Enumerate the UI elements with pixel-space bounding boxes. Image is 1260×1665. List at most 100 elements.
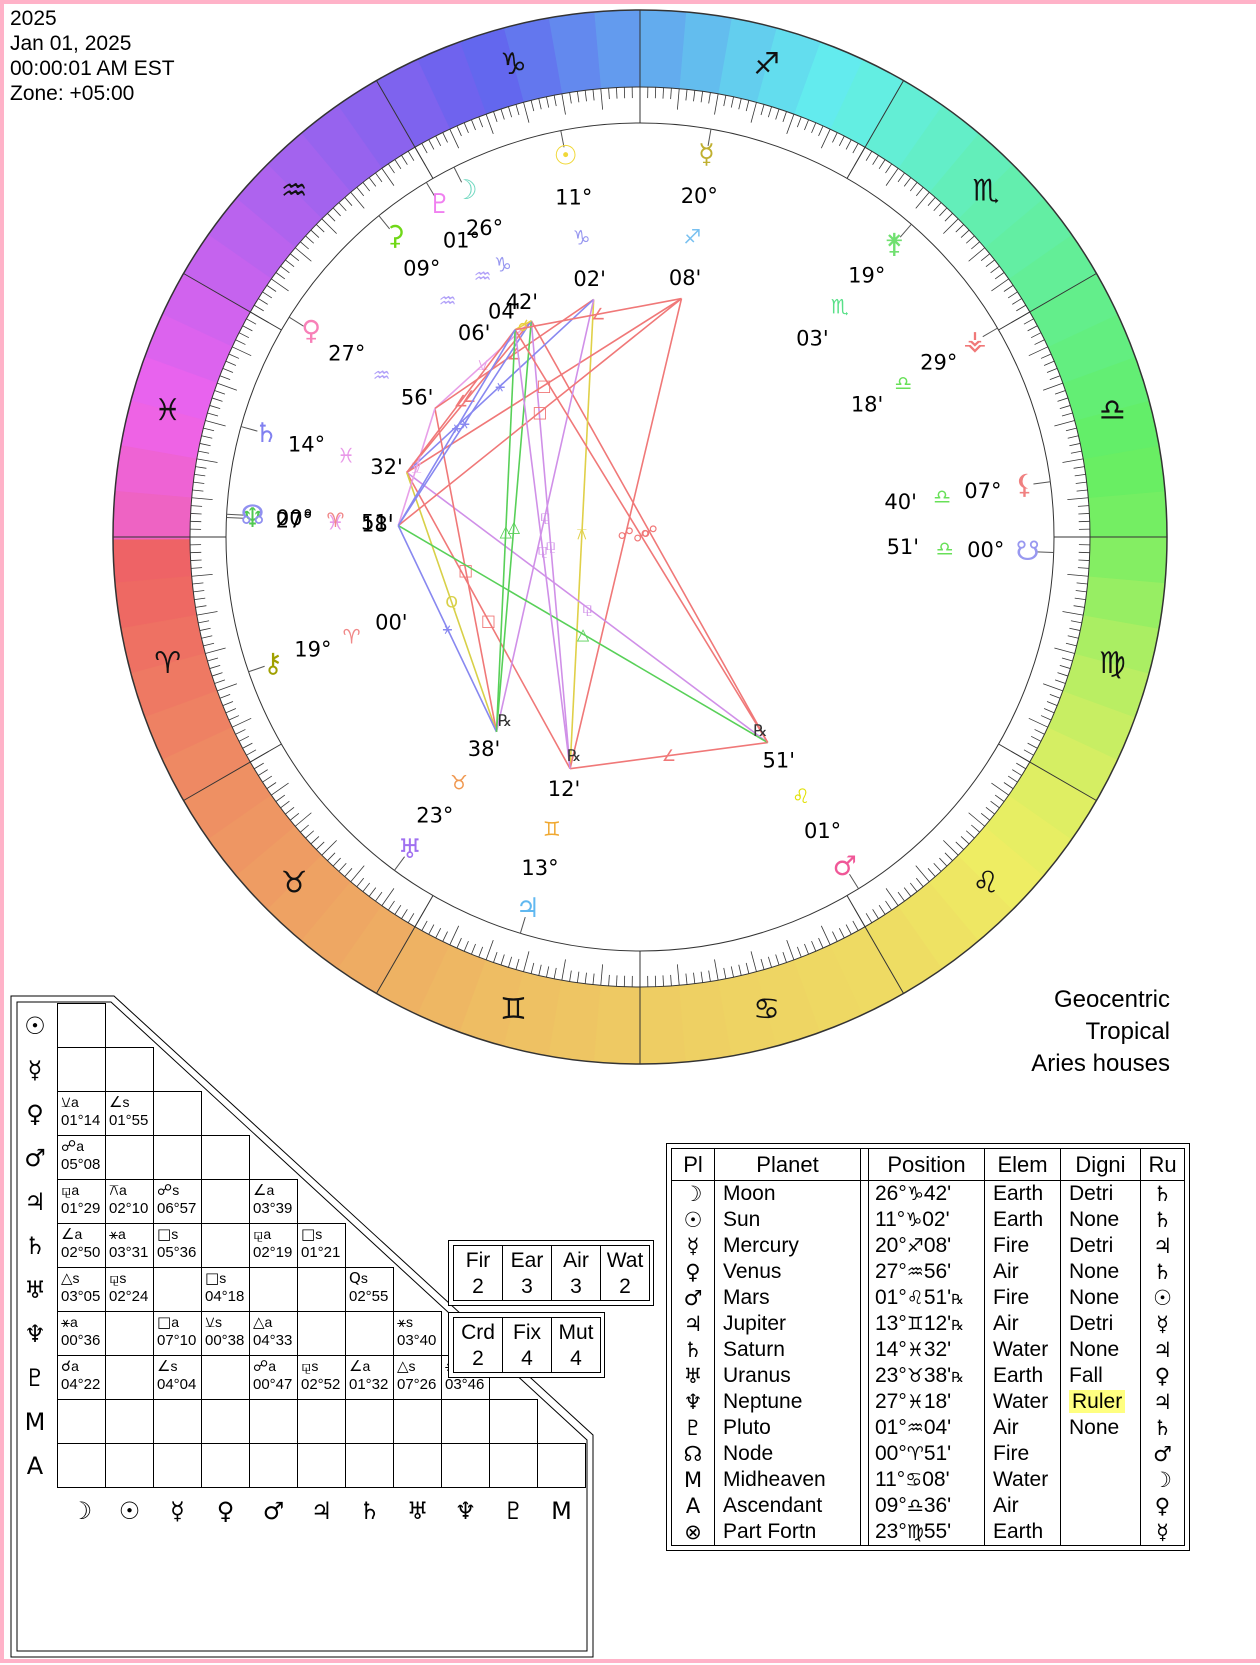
node-icon: ☊ — [672, 1441, 714, 1467]
sun-degree-label: 11° — [555, 185, 592, 209]
aspect-cell — [441, 1399, 490, 1444]
spacer — [860, 1389, 868, 1415]
chiron-minute-label: 00' — [375, 611, 408, 635]
juno-degree-label: 19° — [848, 264, 885, 288]
planet-element: Fire — [984, 1441, 1060, 1467]
juno-icon: ⚵ — [884, 228, 904, 259]
aspect-type-icon: ⚹ — [61, 1313, 70, 1331]
position-minute: 32' — [924, 1338, 951, 1361]
spacer — [860, 1441, 868, 1467]
ascendant-icon: A — [672, 1493, 714, 1519]
uranus-minute-label: 38' — [468, 737, 501, 761]
planet-dignity: Detri — [1060, 1311, 1140, 1337]
lilith-degree-label: 07° — [964, 479, 1001, 503]
planet-name: Moon — [714, 1181, 860, 1207]
planet-position: 11°♑02' — [868, 1207, 984, 1233]
applying-separating-flag: a — [268, 1358, 276, 1374]
aspect-type-icon: ☍ — [253, 1357, 268, 1375]
setting-centering: Geocentric — [880, 984, 1170, 1016]
mercury-icon: ☿ — [698, 139, 715, 170]
aspect-cell — [297, 1443, 346, 1488]
aspect-glyph-sextile-icon: ⚹ — [452, 418, 462, 437]
jupiter-degree-label: 13° — [521, 856, 558, 880]
aspect-type-icon: ⚼ — [253, 1225, 263, 1243]
chart-info-block: 2025 Jan 01, 2025 00:00:01 AM EST Zone: … — [10, 6, 175, 106]
planet-position: 14°♓32' — [868, 1337, 984, 1363]
position-degree: 13° — [875, 1312, 907, 1335]
applying-separating-flag: s — [170, 1358, 177, 1374]
dignity-value: None — [1069, 1286, 1119, 1309]
aspect-orb-value: 01°21 — [301, 1244, 345, 1262]
grid-row-planet-4: ♂ — [16, 1135, 54, 1180]
aspect-orb-value: 02°24 — [109, 1288, 153, 1306]
position-minute: 51' — [924, 1442, 951, 1465]
aspect-cell — [57, 1443, 106, 1488]
aspect-orb-value: 04°04 — [157, 1376, 201, 1394]
planet-name: Node — [714, 1441, 860, 1467]
spacer — [860, 1259, 868, 1285]
aspect-cell — [489, 1443, 538, 1488]
spacer — [860, 1181, 868, 1207]
aspect-glyph-semisquare-icon: ∠ — [662, 746, 676, 765]
aspect-orb-value: 02°55 — [349, 1288, 393, 1306]
applying-separating-flag: s — [219, 1270, 226, 1286]
planet-element: Earth — [984, 1207, 1060, 1233]
zodiac-sign-aries-icon: ♈ — [154, 646, 181, 681]
planet-element: Air — [984, 1493, 1060, 1519]
aspect-glyph-sesquiquadrate-icon: ⚼ — [537, 540, 548, 559]
pluto-sign-icon: ♒ — [474, 264, 492, 288]
planet-position: 27°♓18' — [868, 1389, 984, 1415]
planet-position: 23°♉38'℞ — [868, 1363, 984, 1389]
position-minute: 12' — [924, 1312, 951, 1335]
spacer — [860, 1207, 868, 1233]
position-minute: 18' — [924, 1390, 951, 1413]
planet-ruler-icon: ☽ — [1140, 1467, 1184, 1493]
dignity-value: Ruler — [1069, 1390, 1125, 1413]
grid-row-planet-9: ♇ — [16, 1355, 54, 1400]
position-degree: 01° — [875, 1286, 907, 1309]
zodiac-sign-pisces-icon: ♓ — [154, 393, 181, 428]
node-icon: ☊ — [241, 500, 265, 531]
aspect-type-icon: ⚺ — [205, 1313, 215, 1331]
planet-name: Ascendant — [714, 1493, 860, 1519]
count-label: Air — [552, 1248, 600, 1274]
aspect-orb-value: 06°57 — [157, 1200, 201, 1218]
chiron-icon: ⚷ — [263, 648, 283, 679]
venus-sign-icon: ♒ — [373, 363, 391, 387]
south-node-minute-label: 51' — [887, 535, 920, 559]
vesta-sign-icon: ♎ — [894, 371, 912, 395]
position-minute: 38' — [924, 1364, 951, 1387]
aspect-type-icon: ⚼ — [61, 1181, 71, 1199]
grid-row-planet-1: ☉ — [16, 1003, 54, 1048]
aspect-cell — [153, 1443, 202, 1488]
position-sign-icon: ♉ — [907, 1365, 924, 1387]
uranus-icon: ♅ — [398, 834, 422, 865]
planet-name: Pluto — [714, 1415, 860, 1441]
position-degree: 20° — [875, 1234, 907, 1257]
jupiter-icon: ♃ — [672, 1311, 714, 1337]
aspect-type-icon: ☍ — [157, 1181, 172, 1199]
applying-separating-flag: a — [362, 1358, 370, 1374]
applying-separating-flag: a — [74, 1226, 82, 1242]
aspect-type-icon: ⚹ — [109, 1225, 118, 1243]
aspect-glyph-square-icon: □ — [481, 611, 496, 630]
aspect-orb-value: 03°39 — [253, 1200, 297, 1218]
neptune-icon: ♆ — [672, 1389, 714, 1415]
aspect-cell — [105, 1355, 154, 1400]
spacer — [860, 1311, 868, 1337]
position-sign-icon: ♈ — [907, 1443, 924, 1465]
planet-ruler-icon: ♄ — [1140, 1259, 1184, 1285]
zodiac-sign-leo-icon: ♌ — [972, 865, 999, 900]
zodiac-sign-taurus-icon: ♉ — [281, 865, 308, 900]
